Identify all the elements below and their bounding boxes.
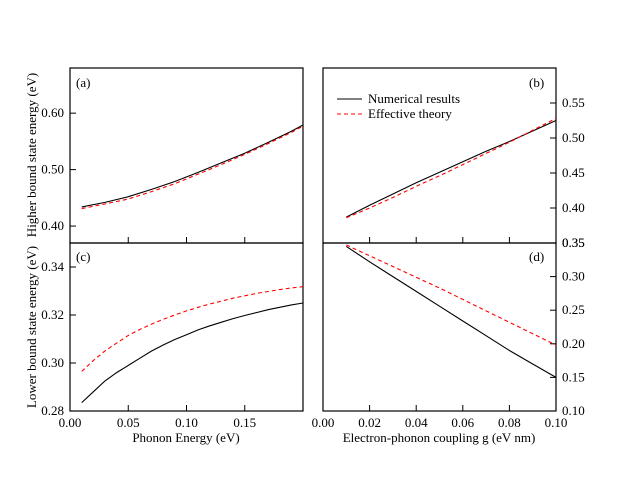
- y-tick-label-d-2: 0.20: [562, 336, 585, 351]
- x-tick-label-c-3: 0.15: [233, 415, 256, 430]
- y-tick-label-d-4: 0.30: [562, 269, 585, 284]
- series-line-d-numerical: [345, 245, 557, 378]
- legend: Numerical results Effective theory: [337, 91, 460, 121]
- y-tick-label-a-1: 0.50: [41, 162, 64, 177]
- y-tick-label-d-5: 0.35: [562, 235, 585, 250]
- series-line-b-effective: [346, 117, 557, 219]
- x-tick-label-d-4: 0.08: [498, 415, 521, 430]
- series-line-c-numerical: [81, 302, 304, 404]
- y-axis-label-bottom: Lower bound state energy (eV): [24, 246, 39, 408]
- x-tick-label-d-3: 0.06: [451, 415, 474, 430]
- y-tick-label-c-0: 0.28: [41, 403, 64, 418]
- panel-label-b: (b): [529, 75, 544, 90]
- y-tick-label-c-2: 0.32: [41, 307, 64, 322]
- y-tick-label-b-0: 0.35: [562, 235, 585, 250]
- panel-label-d: (d): [529, 249, 544, 264]
- y-tick-label-c-1: 0.30: [41, 355, 64, 370]
- x-axis-label-right: Electron-phonon coupling g (eV nm): [343, 430, 536, 445]
- x-tick-label-d-0: 0.00: [312, 415, 335, 430]
- series-line-c-effective: [81, 286, 304, 372]
- x-axis-label-left: Phonon Energy (eV): [132, 430, 239, 445]
- series-line-a-effective: [81, 125, 304, 210]
- y-axis-label-top: Higher bound state energy (eV): [24, 73, 39, 237]
- y-tick-label-b-4: 0.55: [562, 95, 585, 110]
- x-tick-label-d-5: 0.10: [545, 415, 568, 430]
- series-line-d-effective: [346, 244, 557, 346]
- y-tick-label-b-1: 0.40: [562, 200, 585, 215]
- ticks-layer: 0.40 0.50 0.60 0.35 0.40 0.45 0.50 0.55 0.28 0.30…: [41, 95, 585, 430]
- y-tick-label-c-3: 0.34: [41, 259, 64, 274]
- panel-label-c: (c): [76, 249, 90, 264]
- y-tick-label-d-3: 0.25: [562, 302, 585, 317]
- x-tick-label-d-2: 0.04: [405, 415, 428, 430]
- legend-label-effective: Effective theory: [368, 106, 452, 121]
- legend-label-numerical: Numerical results: [368, 91, 460, 106]
- panel-a-frame: [69, 67, 304, 244]
- y-tick-label-a-2: 0.60: [41, 105, 64, 120]
- y-tick-label-d-0: 0.10: [562, 403, 585, 418]
- x-tick-label-c-0: 0.00: [59, 415, 82, 430]
- y-tick-label-b-3: 0.50: [562, 130, 585, 145]
- y-tick-label-b-2: 0.45: [562, 165, 585, 180]
- panel-c-frame: [69, 242, 304, 412]
- panel-d-frame: [322, 242, 557, 412]
- series-line-a-numerical: [81, 124, 304, 208]
- x-tick-label-c-2: 0.10: [175, 415, 198, 430]
- y-tick-label-d-1: 0.15: [562, 369, 585, 384]
- panel-label-a: (a): [76, 75, 90, 90]
- y-tick-label-a-0: 0.40: [41, 218, 64, 233]
- lines-layer: [81, 117, 557, 404]
- x-tick-label-c-1: 0.05: [117, 415, 140, 430]
- x-tick-label-d-1: 0.02: [358, 415, 381, 430]
